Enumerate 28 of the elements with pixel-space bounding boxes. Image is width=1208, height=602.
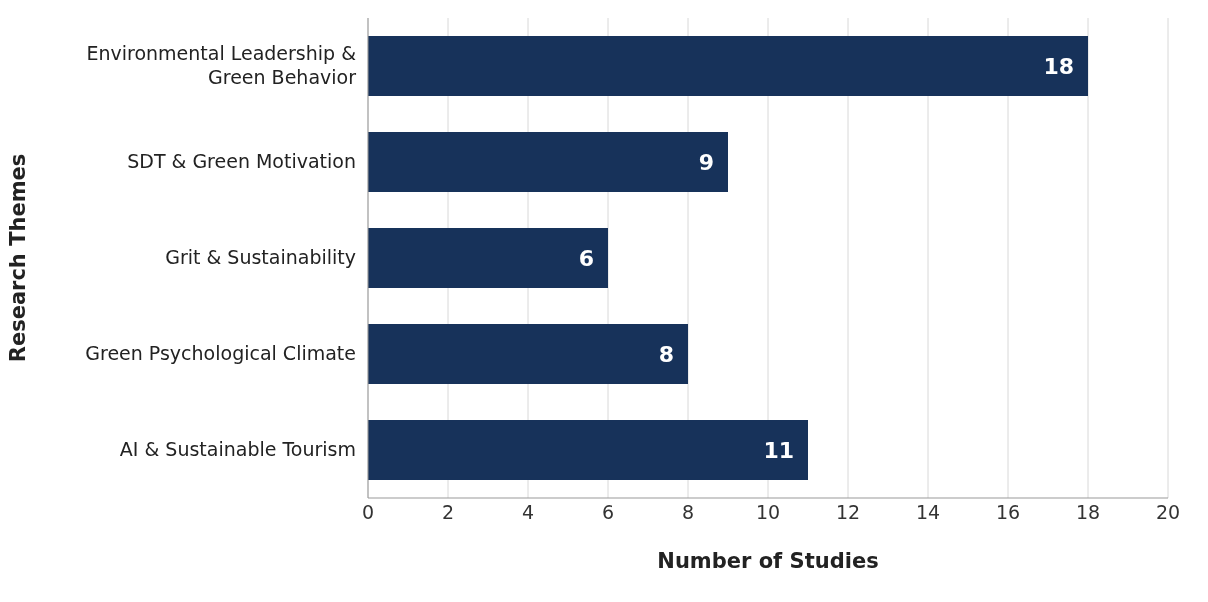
x-tick-label: 4 xyxy=(521,501,535,524)
bar xyxy=(368,420,808,480)
bar xyxy=(368,324,688,384)
x-tick-label: 8 xyxy=(681,501,695,524)
x-tick-label: 10 xyxy=(755,501,781,524)
data-label: 6 xyxy=(578,245,594,271)
x-tick-label: 14 xyxy=(915,501,941,524)
y-tick-label: Green Psychological Climate xyxy=(85,341,356,364)
y-tick-label: AI & Sustainable Tourism xyxy=(119,437,356,460)
y-tick-label: Grit & Sustainability xyxy=(165,245,356,268)
x-tick-label: 12 xyxy=(835,501,861,524)
data-label: 18 xyxy=(1043,53,1074,79)
x-tick-label: 2 xyxy=(441,501,455,524)
x-tick-label: 0 xyxy=(361,501,375,524)
data-label: 9 xyxy=(698,149,714,175)
bar xyxy=(368,132,728,192)
x-tick-label: 16 xyxy=(995,501,1021,524)
bar xyxy=(368,228,608,288)
y-tick-label: SDT & Green Motivation xyxy=(127,149,356,172)
x-tick-label: 6 xyxy=(601,501,615,524)
bar xyxy=(368,36,1088,96)
data-label: 8 xyxy=(658,341,674,367)
x-axis-title: Number of Studies xyxy=(657,549,879,573)
x-tick-label: 20 xyxy=(1155,501,1181,524)
x-tick-label: 18 xyxy=(1075,501,1101,524)
data-label: 11 xyxy=(763,437,794,463)
y-axis-title: Research Themes xyxy=(6,153,31,363)
y-tick-label: Environmental Leadership & Green Behavior xyxy=(86,41,357,88)
